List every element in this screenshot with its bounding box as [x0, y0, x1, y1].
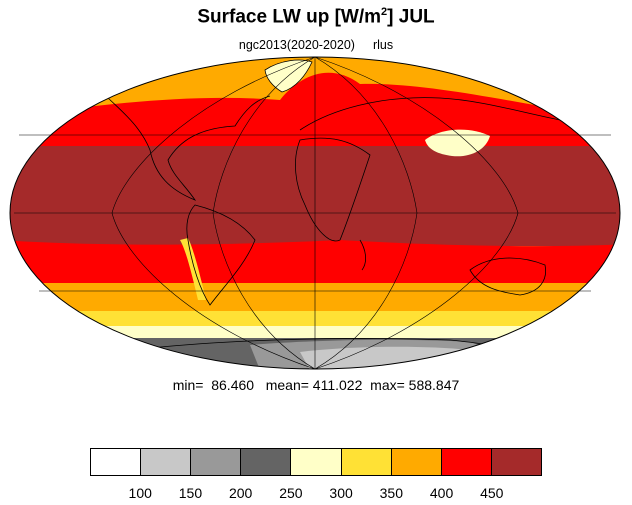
field-statistics: min= 86.460 mean= 411.022 max= 588.847: [172, 377, 460, 393]
colorbar-tick-label: 200: [228, 485, 253, 501]
band-orange-south: [10, 283, 620, 311]
colorbar-tick-label: 450: [480, 485, 504, 501]
colorbar-tick-label: 350: [379, 485, 404, 501]
colorbar-box: [341, 449, 392, 475]
tibet-plateau: [425, 129, 490, 157]
meridian-60w: [212, 56, 316, 370]
antarctica-light: [300, 346, 470, 369]
colorbar-box: [291, 449, 342, 475]
colorbar-ticks: 100 150 200 250 300 350 400 450: [0, 485, 632, 503]
band-red-south: [10, 240, 620, 284]
colorbar-box: [91, 449, 142, 475]
colorbar: [90, 448, 542, 476]
colorbar-box: [191, 449, 242, 475]
north-america-coast: [104, 94, 271, 201]
colorbar-box: [491, 449, 541, 475]
australia-coast: [469, 257, 547, 296]
colorbar-tick-label: 300: [329, 485, 353, 501]
colorbar-box: [141, 449, 192, 475]
globe-outline: [9, 56, 621, 370]
colorbar-box: [391, 449, 442, 475]
band-light-yellow: [10, 326, 620, 340]
graticule: [14, 56, 616, 370]
greenland-coast: [264, 59, 313, 93]
colorbar-tick-label: 250: [279, 485, 303, 501]
meridian-60e: [314, 56, 418, 370]
colorbar-tick-label: 400: [429, 485, 454, 501]
run-label: ngc2013(2020-2020): [238, 38, 355, 52]
colorbar-box: [441, 449, 492, 475]
map-subtitle: ngc2013(2020-2020) rlus: [0, 38, 632, 52]
band-tropics: [10, 146, 620, 246]
map-title: Surface LW up [W/m2] JUL: [197, 6, 435, 28]
colorbar-tick-label: 100: [128, 485, 152, 501]
africa-coast: [295, 137, 371, 242]
eurasia-coast: [299, 97, 561, 131]
madagascar-coast: [359, 239, 366, 271]
colorbar-tick-label: 150: [178, 485, 203, 501]
south-america-coast: [186, 204, 256, 306]
variable-label: rlus: [372, 38, 394, 52]
meridian-120e: [314, 56, 519, 370]
meridian-120w: [111, 56, 316, 370]
colorbar-box: [241, 449, 292, 475]
